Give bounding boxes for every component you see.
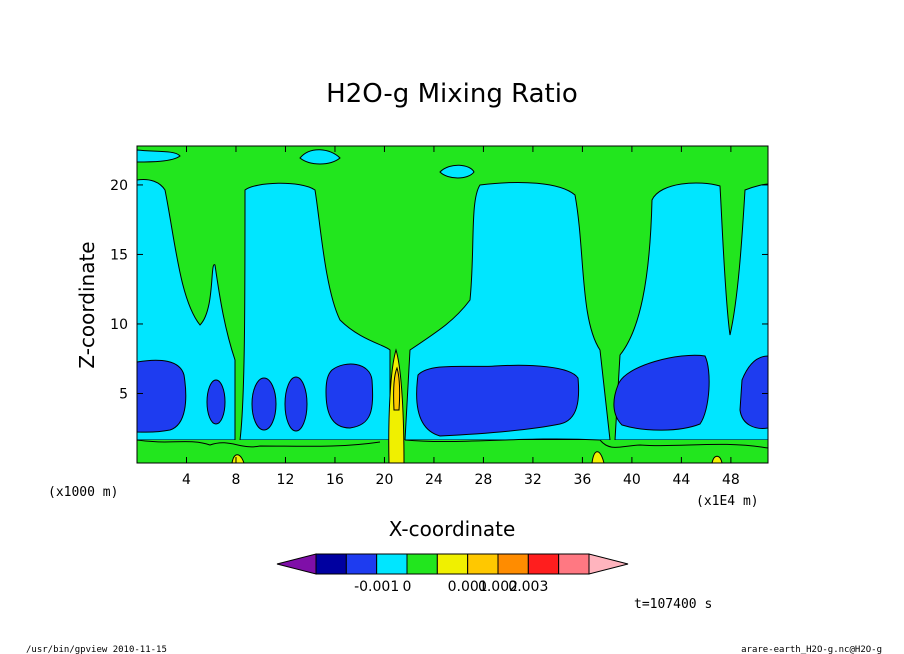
chart-title: H2O-g Mixing Ratio: [326, 79, 578, 109]
y-tick-label: 5: [119, 386, 128, 402]
x-tick-label: 32: [524, 472, 542, 488]
top-blob: [439, 164, 475, 179]
x-axis-label: X-coordinate: [389, 517, 516, 541]
core-blob: [137, 359, 187, 433]
x-tick-label: 4: [182, 472, 191, 488]
contour-field: [136, 145, 769, 464]
x-tick-label: 8: [232, 472, 241, 488]
colorbar-swatch: [497, 553, 529, 575]
y-tick-label: 20: [110, 178, 128, 194]
colorbar-swatch: [558, 553, 590, 575]
colorbar-tick-label: -0.001: [354, 579, 399, 595]
core-blob: [739, 355, 768, 429]
plot-frame: [136, 145, 769, 464]
y-axis: 5 10 15 20: [110, 178, 768, 402]
core-blob: [206, 379, 226, 425]
x-tick-label: 44: [672, 472, 690, 488]
core-blob: [613, 354, 710, 431]
bottom-band-edge: [137, 438, 768, 449]
colorbar-max-triangle: [588, 553, 629, 575]
colorbar-swatch: [436, 553, 469, 575]
colorbar-tick-label: 0.003: [508, 579, 548, 595]
x-tick-label: 36: [573, 472, 591, 488]
x-unit-label: (x1E4 m): [696, 494, 759, 509]
y-axis-label: Z-coordinate: [75, 241, 99, 368]
footer-left: /usr/bin/gpview 2010-11-15: [26, 645, 167, 654]
y-tick-label: 10: [110, 317, 128, 333]
x-tick-label: 28: [475, 472, 493, 488]
x-tick-label: 40: [623, 472, 641, 488]
colorbar-swatch: [467, 553, 499, 575]
core-blob: [284, 376, 308, 432]
x-tick-label: 20: [376, 472, 394, 488]
colorbar: [276, 553, 629, 575]
colorbar-swatch: [315, 553, 347, 575]
time-label: t=107400 s: [634, 597, 712, 612]
colorbar-swatch: [376, 553, 408, 575]
colorbar-swatch: [527, 553, 560, 575]
footer-right: arare-earth_H2O-g.nc@H2O-g: [741, 645, 882, 654]
plume-peak: [393, 366, 401, 411]
colorbar-min-triangle: [276, 553, 317, 575]
x-tick-label: 12: [277, 472, 295, 488]
top-blob: [137, 149, 181, 163]
colorbar-tick-label: 0.001: [448, 579, 488, 595]
y-tick-label: 15: [110, 247, 128, 263]
x-tick-label: 16: [326, 472, 344, 488]
core-blob: [251, 377, 277, 431]
colorbar-swatch: [345, 553, 378, 575]
core-blob: [416, 364, 580, 437]
x-axis: 4 8 12 16 20 24 28 32 36 40 44 48: [182, 146, 740, 488]
x-tick-label: 48: [722, 472, 740, 488]
core-blob: [325, 363, 374, 429]
colorbar-tick-label: 0.002: [478, 579, 518, 595]
x-tick-label: 24: [425, 472, 443, 488]
colorbar-swatch: [406, 553, 438, 575]
y-unit-label: (x1000 m): [48, 485, 118, 500]
colorbar-tick-label: 0: [403, 579, 412, 595]
top-blob: [299, 149, 341, 165]
